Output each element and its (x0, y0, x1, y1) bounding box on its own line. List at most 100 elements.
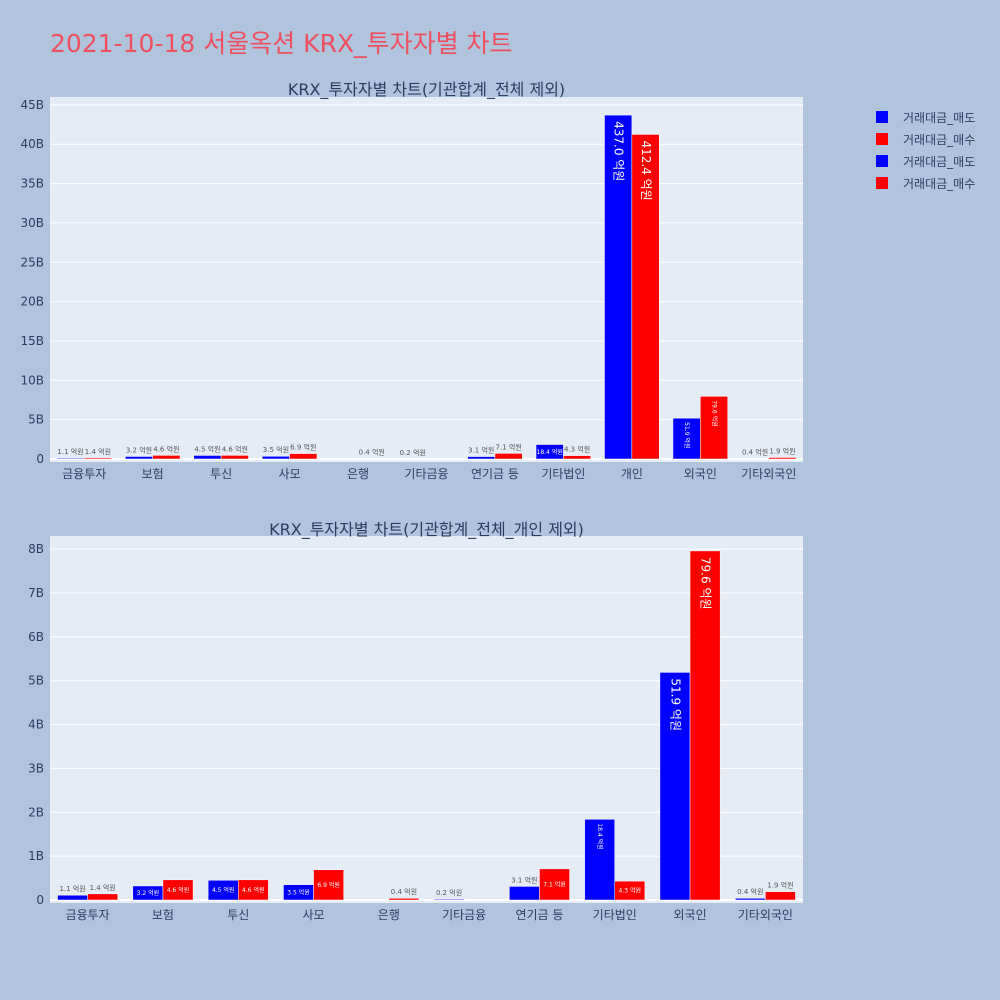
legend-swatch (876, 133, 888, 145)
y-tick-label: 25B (20, 255, 44, 269)
legend-item[interactable]: 거래대금_매도 (876, 150, 975, 172)
data-label: 79.6 억원 (711, 400, 719, 426)
data-label: 3.5 억원 (263, 445, 289, 454)
bar (563, 455, 592, 460)
bar (56, 457, 85, 460)
bar (57, 894, 88, 901)
bar (509, 886, 540, 901)
legend: 거래대금_매도 거래대금_매수 거래대금_매도 거래대금_매수 (876, 106, 975, 194)
data-label: 6.9 억원 (290, 443, 316, 452)
data-label: 7.1 억원 (496, 442, 522, 451)
bar (494, 453, 523, 460)
data-label: 4.6 억원 (167, 886, 190, 894)
bar (765, 891, 796, 901)
y-tick-label: 2B (28, 805, 44, 819)
data-label: 3.2 억원 (137, 889, 160, 897)
y-tick-label: 10B (20, 373, 44, 387)
data-label: 4.6 억원 (153, 444, 179, 453)
y-tick-label: 3B (28, 761, 44, 775)
bar (604, 114, 633, 460)
plot-area (50, 97, 803, 462)
legend-item[interactable]: 거래대금_매수 (876, 172, 975, 194)
y-tick-label: 6B (28, 630, 44, 644)
data-label: 4.5 억원 (212, 886, 235, 894)
data-label: 3.2 억원 (126, 445, 152, 454)
data-label: 0.4 억원 (742, 448, 768, 457)
x-tick-label: 기타금융 (404, 467, 448, 481)
legend-label: 거래대금_매도 (903, 154, 976, 169)
data-label: 4.5 억원 (194, 444, 220, 453)
data-label: 412.4 억원 (639, 140, 653, 200)
bar (162, 879, 194, 901)
y-tick-label: 0 (36, 893, 44, 907)
data-label: 79.6 억원 (699, 557, 713, 610)
y-tick-label: 15B (20, 334, 44, 348)
bar (152, 455, 181, 460)
data-label: 1.4 억원 (90, 883, 116, 892)
y-tick-label: 7B (28, 586, 44, 600)
legend-swatch (876, 155, 888, 167)
x-tick-label: 연기금 등 (515, 908, 563, 922)
legend-swatch (876, 111, 888, 123)
chart-title: KRX_투자자별 차트(기관합계_전체_개인 제외) (269, 520, 584, 540)
chart-title: KRX_투자자별 차트(기관합계_전체 제외) (288, 80, 565, 100)
data-label: 1.1 억원 (57, 447, 83, 456)
data-label: 3.5 억원 (287, 888, 310, 896)
data-label: 18.4 억원 (537, 448, 563, 456)
y-tick-label: 30B (20, 216, 44, 230)
y-tick-label: 4B (28, 718, 44, 732)
bar (734, 897, 766, 901)
x-tick-label: 보험 (152, 908, 174, 922)
data-label: 4.6 억원 (222, 444, 248, 453)
x-tick-label: 기타외국인 (738, 908, 793, 922)
y-tick-label: 40B (20, 137, 44, 151)
data-label: 51.9 억원 (683, 422, 691, 448)
data-label: 437.0 억원 (612, 121, 626, 181)
y-tick-label: 35B (20, 177, 44, 191)
data-label: 4.3 억원 (619, 887, 642, 895)
bar (193, 455, 222, 460)
y-tick-label: 5B (28, 674, 44, 688)
bar (614, 880, 646, 901)
x-tick-label: 보험 (142, 467, 164, 481)
legend-item[interactable]: 거래대금_매수 (876, 128, 975, 150)
data-label: 0.2 억원 (400, 448, 426, 457)
bar (539, 868, 570, 901)
bar (689, 550, 721, 901)
bar (672, 417, 701, 460)
data-label: 0.4 억원 (391, 887, 417, 896)
y-tick-label: 20B (20, 295, 44, 309)
bar (768, 457, 797, 460)
x-tick-label: 금융투자 (66, 908, 110, 922)
bar (433, 898, 465, 901)
bar (220, 455, 249, 460)
data-label: 7.1 억원 (543, 880, 566, 888)
data-label: 0.4 억원 (737, 887, 763, 896)
x-tick-label: 기타법인 (593, 908, 637, 922)
data-label: 3.1 억원 (511, 875, 537, 884)
y-tick-label: 5B (28, 413, 44, 427)
data-label: 1.9 억원 (769, 447, 795, 456)
legend-label: 거래대금_매수 (903, 176, 976, 191)
bar (313, 869, 344, 901)
data-label: 0.4 억원 (359, 448, 385, 457)
y-tick-label: 0 (36, 452, 44, 466)
bar (535, 444, 564, 460)
data-label: 1.1 억원 (59, 884, 85, 893)
x-tick-label: 기타금융 (442, 908, 486, 922)
x-tick-label: 연기금 등 (471, 467, 519, 481)
page-title: 2021-10-18 서울옥션 KRX_투자자별 차트 (50, 29, 513, 58)
bar (83, 457, 112, 460)
legend-item[interactable]: 거래대금_매도 (876, 106, 975, 128)
legend-swatch (876, 177, 888, 189)
x-tick-label: 금융투자 (62, 467, 106, 481)
data-label: 51.9 억원 (668, 678, 682, 731)
bar (700, 396, 728, 460)
data-label: 1.9 억원 (767, 881, 793, 890)
bar (388, 897, 420, 901)
y-tick-label: 1B (28, 849, 44, 863)
data-label: 6.9 억원 (317, 881, 340, 889)
x-tick-label: 외국인 (673, 908, 706, 922)
bar (125, 456, 153, 460)
